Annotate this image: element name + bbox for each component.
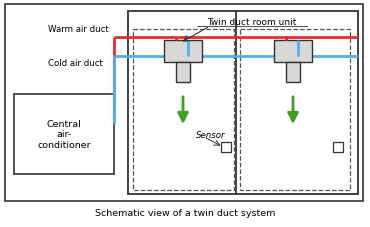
Text: Schematic view of a twin duct system: Schematic view of a twin duct system bbox=[95, 209, 275, 217]
Bar bbox=[5, 5, 363, 201]
Bar bbox=[240, 30, 350, 190]
Bar bbox=[221, 142, 231, 152]
Text: Warm air duct: Warm air duct bbox=[48, 25, 109, 34]
Bar bbox=[176, 63, 190, 83]
Text: Cold air duct: Cold air duct bbox=[48, 59, 103, 68]
Text: Twin duct room unit: Twin duct room unit bbox=[207, 18, 297, 27]
Bar bbox=[333, 142, 343, 152]
Bar bbox=[133, 30, 234, 190]
Text: Central
air-
conditioner: Central air- conditioner bbox=[37, 120, 91, 149]
Bar bbox=[164, 41, 202, 63]
Bar bbox=[14, 95, 114, 174]
Bar bbox=[128, 12, 358, 194]
Text: Sensor: Sensor bbox=[196, 131, 226, 140]
Bar bbox=[274, 41, 312, 63]
Bar bbox=[286, 63, 300, 83]
